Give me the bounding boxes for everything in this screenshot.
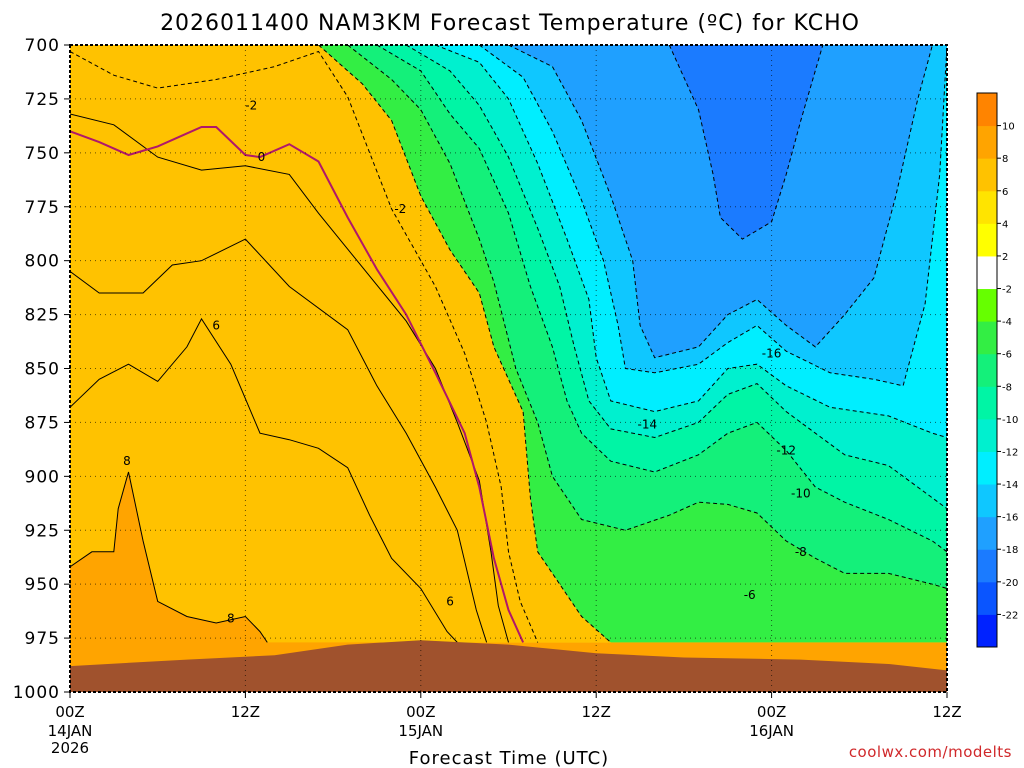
contour-line--10 <box>405 45 947 510</box>
contour-label: -2 <box>245 98 257 112</box>
x-tick-year: 2026 <box>51 739 89 757</box>
contour-line--16 <box>508 45 933 359</box>
y-tick-label: 700 <box>25 36 60 56</box>
contour-line--6 <box>347 45 947 589</box>
colorbar-tick-label: 10 <box>1002 122 1015 133</box>
y-tick-label: 975 <box>25 629 60 649</box>
terrain <box>70 640 947 692</box>
y-tick-label: 800 <box>25 252 60 272</box>
contour-label: -16 <box>762 346 782 360</box>
contour-label: -6 <box>744 588 756 602</box>
colorbar-frame <box>976 92 998 648</box>
contour-label: -10 <box>791 487 811 501</box>
x-tick-date: 14JAN <box>48 722 93 740</box>
colorbar-segment <box>977 418 997 452</box>
colorbar-segment <box>977 93 997 127</box>
colorbar-tick-label: 4 <box>1002 219 1008 230</box>
colorbar-tick-label: -12 <box>1002 447 1018 458</box>
colorbar-tick-label: -8 <box>1002 382 1012 393</box>
contour-label: -8 <box>795 545 807 559</box>
colorbar-tick-label: 2 <box>1002 252 1008 263</box>
contour-line--2 <box>70 50 539 643</box>
contour-line--14 <box>479 45 947 387</box>
colorbar-segment <box>977 516 997 550</box>
chart-title: 2026011400 NAM3KM Forecast Temperature (… <box>160 11 860 36</box>
colorbar-tick-label: -2 <box>1002 285 1012 296</box>
colorbar-segment <box>977 288 997 322</box>
contour-line--12 <box>435 45 947 438</box>
contour-label: 0 <box>258 150 266 164</box>
y-tick-label: 1000 <box>13 683 60 703</box>
x-tick-label: 12Z <box>582 703 611 721</box>
contour-line-6 <box>70 317 458 643</box>
contour-line--4 <box>318 45 612 643</box>
contour-label: -14 <box>638 418 658 432</box>
colorbar-tick-label: -18 <box>1002 545 1018 556</box>
contour-label: 6 <box>446 594 454 608</box>
colorbar-segment <box>977 158 997 192</box>
colorbar-segment <box>977 581 997 615</box>
colorbar-tick-label: -4 <box>1002 317 1012 328</box>
y-tick-label: 750 <box>25 144 60 164</box>
zero-isotherm-line <box>70 126 525 643</box>
colorbar-segment <box>977 451 997 485</box>
plot-frame <box>69 44 948 693</box>
colorbar-tick-label: -16 <box>1002 513 1018 524</box>
colorbar-tick-label: -10 <box>1002 415 1018 426</box>
colorbar-tick-label: 8 <box>1002 154 1008 165</box>
temperature-band-18 <box>669 45 947 240</box>
y-tick-label: 850 <box>25 360 60 380</box>
contour-line--8 <box>376 45 947 553</box>
y-tick-label: 825 <box>25 306 60 326</box>
colorbar-segment <box>977 125 997 159</box>
x-tick-date: 15JAN <box>398 722 443 740</box>
plot-area: -2 0 -2 6 8 8 6 -14 -16 -12 -10 -8 -6 <box>70 45 947 692</box>
y-tick-label: 775 <box>25 198 60 218</box>
contour-label: 6 <box>212 318 220 332</box>
x-tick-date: 16JAN <box>749 722 794 740</box>
colorbar-tick-label: -14 <box>1002 480 1018 491</box>
contour-line--18 <box>668 45 824 240</box>
colorbar-tick-label: 6 <box>1002 187 1008 198</box>
contour-label: 8 <box>123 454 131 468</box>
colorbar-segment <box>977 549 997 583</box>
contour-label: -2 <box>394 202 406 216</box>
colorbar-tick-label: -22 <box>1002 610 1018 621</box>
colorbar-segment <box>977 353 997 387</box>
contour-label: -12 <box>776 443 796 457</box>
x-tick-label: 00Z <box>406 703 435 721</box>
y-tick-label: 875 <box>25 413 60 433</box>
colorbar-segment <box>977 223 997 257</box>
contour-line-4 <box>70 238 488 643</box>
credit-link[interactable]: coolwx.com/modelts <box>849 743 1012 761</box>
y-tick-label: 950 <box>25 575 60 595</box>
y-tick-label: 925 <box>25 521 60 541</box>
contour-label: 8 <box>227 612 235 626</box>
colorbar-segment <box>977 484 997 518</box>
colorbar-segment <box>977 321 997 355</box>
colorbar-segment <box>977 386 997 420</box>
x-tick-label: 12Z <box>932 703 961 721</box>
axes: 700 725 750 775 800 825 850 875 900 925 950 975 1000… <box>13 36 962 757</box>
colorbar-segment <box>977 190 997 224</box>
contour-line-8 <box>70 471 268 643</box>
colorbar-segment <box>977 614 997 648</box>
colorbar-segment <box>977 255 997 290</box>
y-tick-label: 900 <box>25 467 60 487</box>
x-tick-label: 12Z <box>231 703 260 721</box>
x-tick-label: 00Z <box>757 703 786 721</box>
x-axis-label: Forecast Time (UTC) <box>409 748 609 768</box>
y-tick-label: 725 <box>25 90 60 110</box>
x-tick-label: 00Z <box>55 703 84 721</box>
colorbar-tick-label: -6 <box>1002 350 1012 361</box>
colorbar-tick-label: -20 <box>1002 578 1018 589</box>
